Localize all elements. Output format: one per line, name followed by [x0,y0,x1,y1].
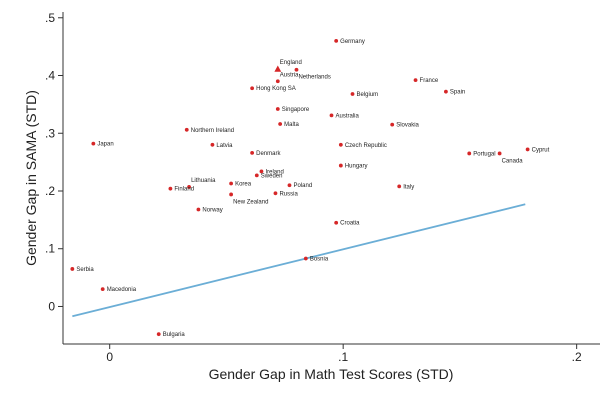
y-tick-label: .2 [45,184,55,198]
data-points [70,38,530,337]
data-point-lithuania [187,185,191,189]
y-tick-label: .5 [45,11,55,25]
point-label-slovakia: Slovakia [396,123,419,129]
data-point-belgium [350,92,355,96]
data-point-australia [329,113,334,118]
data-point-serbia [70,267,75,271]
data-point-hong-kong-sa [250,86,255,91]
data-point-poland [287,183,292,188]
x-tick-label: .1 [338,350,348,364]
data-point-england [274,65,282,72]
x-axis-title: Gender Gap in Math Test Scores (STD) [209,366,454,382]
point-label-belgium: Belgium [357,92,379,98]
data-point-canada [497,151,502,156]
point-label-spain: Spain [450,90,465,96]
y-tick-label: 0 [48,299,55,313]
data-point-norway [196,207,201,212]
point-label-czech-republic: Czech Republic [345,143,387,149]
point-label-poland: Poland [293,183,312,189]
data-point-netherlands [294,67,299,72]
data-point-cyprut [525,147,530,152]
data-point-macedonia [100,287,105,292]
point-label-australia: Australia [336,113,360,119]
data-point-latvia [210,142,215,147]
y-axis-title: Gender Gap in SAMA (STD) [23,90,39,266]
point-label-austria: Austria [280,72,299,78]
data-point-austria [275,79,280,84]
x-tick-label: .2 [572,350,582,364]
fit-line-layer [72,203,526,318]
point-label-macedonia: Macedonia [107,287,137,293]
data-point-croatia [334,220,339,225]
point-label-bulgaria: Bulgaria [163,332,186,338]
point-label-hong-kong-sa: Hong Kong SA [256,86,296,92]
x-tick-label: 0 [106,350,113,364]
point-label-malta: Malta [284,122,299,128]
data-point-northern-ireland [184,127,189,132]
y-tick-label: .1 [45,242,55,256]
data-point-finland [168,186,173,191]
data-point-hungary [338,163,343,168]
y-tick-label: .4 [45,69,55,83]
axes [62,12,600,345]
point-label-canada: Canada [502,158,524,164]
data-point-malta [278,122,283,126]
point-label-korea: Korea [235,181,252,187]
point-label-portugal: Portugal [473,151,495,157]
data-point-new-zealand [229,192,234,197]
data-point-japan [91,141,96,146]
data-point-bulgaria [156,332,161,337]
point-label-serbia: Serbia [76,267,94,273]
fit-line [72,203,526,318]
point-label-netherlands: Netherlands [298,75,330,81]
data-point-sweden [254,173,259,178]
data-point-denmark [250,150,255,155]
point-label-england: England [280,60,302,66]
point-label-croatia: Croatia [340,221,360,227]
point-label-bosnia: Bosnia [310,257,329,263]
point-label-ireland: Ireland [265,169,283,175]
point-label-new-zealand: New Zealand [233,199,268,205]
data-point-korea [229,181,234,186]
data-point-italy [397,184,402,189]
point-label-sweden: Sweden [261,173,283,179]
point-label-germany: Germany [340,39,365,45]
point-label-norway: Norway [202,207,222,213]
data-point-spain [444,89,448,94]
point-label-latvia: Latvia [216,143,233,149]
point-label-hungary: Hungary [345,164,368,170]
point-label-italy: Italy [403,184,414,190]
data-point-bosnia [303,256,308,261]
point-label-singapore: Singapore [282,107,310,113]
point-label-lithuania: Lithuania [191,178,216,184]
data-point-ireland [259,169,264,174]
point-label-northern-ireland: Northern Ireland [191,128,234,134]
point-label-russia: Russia [279,191,298,197]
data-point-russia [273,191,278,196]
point-label-france: France [420,78,439,84]
data-point-singapore [275,107,280,111]
point-label-japan: Japan [97,142,113,148]
tick-marks: 0 .1 .2 0 .1 .2 .3 .4 .5 [45,11,582,364]
data-point-germany [334,38,339,43]
data-point-slovakia [390,122,395,127]
data-point-portugal [467,151,472,156]
y-tick-label: .3 [45,126,55,140]
data-point-france [413,78,418,83]
point-label-denmark: Denmark [256,151,281,157]
data-point-czech-republic [338,142,343,147]
point-label-cyprut: Cyprut [532,147,550,153]
point-label-finland: Finland [174,187,194,193]
